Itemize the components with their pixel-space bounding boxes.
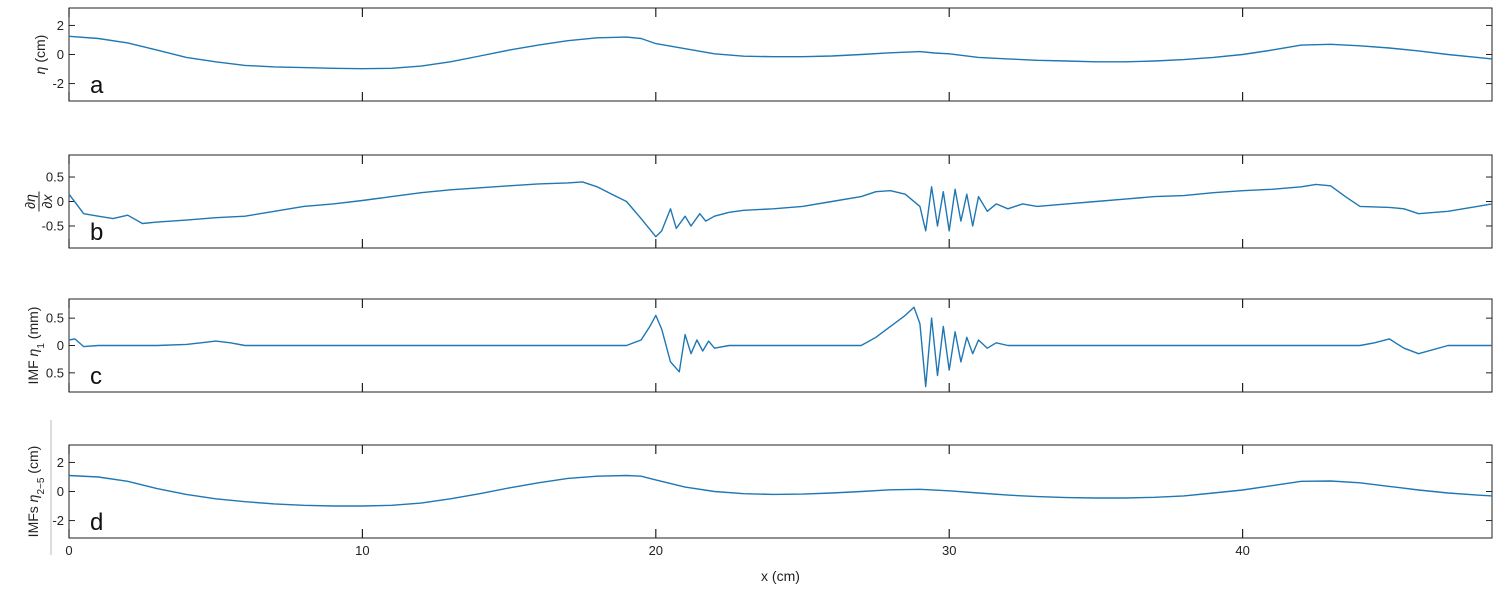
- y-label-part: η: [25, 494, 41, 502]
- y-label-part: 1: [36, 343, 47, 349]
- panel-letter: c: [90, 363, 102, 390]
- x-axis-label: x (cm): [761, 568, 800, 584]
- x-tick-label: 0: [65, 543, 72, 558]
- x-tick-label: 20: [649, 543, 663, 558]
- y-tick-label: 0: [57, 47, 64, 62]
- panel-b: 0.5 0 -0.5 b ∂η ∂x: [22, 154, 1493, 249]
- y-tick-label: 0.5: [46, 365, 64, 380]
- y-label-part: η: [25, 348, 41, 356]
- axes-box: [68, 154, 1493, 249]
- x-tick-label: 30: [942, 543, 956, 558]
- x-tick-label: 40: [1235, 543, 1249, 558]
- axes-box: [68, 444, 1493, 539]
- y-label-numerator: ∂η: [22, 194, 38, 209]
- y-label-part: (mm): [25, 307, 41, 344]
- series-line: [68, 181, 1493, 238]
- y-tick-label: -2: [52, 513, 64, 528]
- y-label-part: IMFs: [25, 502, 41, 537]
- panel-letter: d: [90, 509, 103, 536]
- y-tick-label: 2: [57, 18, 64, 33]
- axes-box: [68, 7, 1493, 102]
- y-label-denominator: ∂x: [39, 194, 55, 209]
- panel-letter: b: [90, 219, 103, 246]
- panel-letter: a: [90, 72, 104, 99]
- panel-a: 2 0 -2 a η (cm): [32, 7, 1493, 102]
- y-label-part: η: [32, 66, 48, 74]
- panel-c: 0.5 0 0.5 c IMF η1 (mm): [25, 298, 1493, 393]
- y-tick-label: -0.5: [42, 218, 64, 233]
- y-label-part: 2−5: [36, 477, 47, 494]
- y-label-part: (cm): [25, 446, 41, 478]
- y-tick-label: 0: [57, 338, 64, 353]
- y-axis-label: η (cm): [32, 35, 48, 75]
- y-tick-label: 2: [57, 455, 64, 470]
- series-line: [68, 474, 1493, 507]
- series-line: [68, 35, 1493, 70]
- y-label-part: IMF: [25, 356, 41, 384]
- y-tick-label: -2: [52, 76, 64, 91]
- y-axis-label: ∂η ∂x: [22, 191, 55, 212]
- y-axis-label: IMFs η2−5 (cm): [25, 446, 47, 538]
- y-tick-label: 0: [57, 484, 64, 499]
- y-tick-label: 0.5: [46, 170, 64, 185]
- series-line: [68, 306, 1492, 388]
- y-label-part: (cm): [32, 35, 48, 67]
- x-tick-label: 10: [355, 543, 369, 558]
- y-tick-label: 0.5: [46, 311, 64, 326]
- y-tick-label: 0: [57, 194, 64, 209]
- y-axis-label: IMF η1 (mm): [25, 307, 47, 385]
